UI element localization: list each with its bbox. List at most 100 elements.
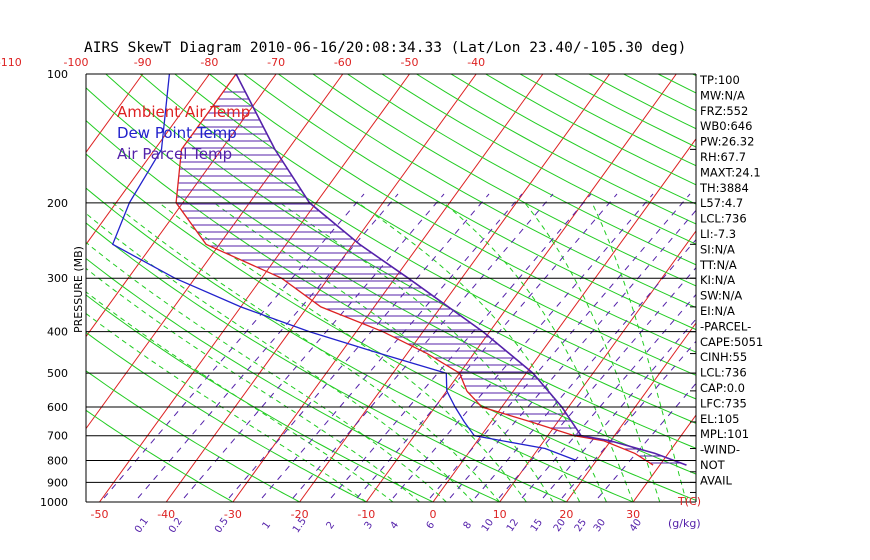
pressure-tick-label: 1000 bbox=[40, 496, 68, 509]
index-entry: CAPE:5051 bbox=[700, 335, 763, 349]
bottom-temp-tick-label: -20 bbox=[291, 508, 309, 521]
mixing-ratio-line bbox=[449, 209, 696, 499]
isotherm-line bbox=[565, 322, 696, 502]
index-entry: KI:N/A bbox=[700, 273, 735, 287]
mixing-ratio-tick-label: 3 bbox=[363, 520, 376, 532]
mixing-ratio-tick-label: 25 bbox=[573, 517, 589, 534]
mixing-ratio-line bbox=[561, 340, 696, 499]
isotherm-line bbox=[86, 74, 277, 338]
legend-entry: Dew Point Temp bbox=[117, 124, 237, 142]
pressure-tick-label: 900 bbox=[47, 476, 68, 489]
bottom-temp-tick-label: -30 bbox=[224, 508, 242, 521]
y-axis-label: PRESSURE (MB) bbox=[72, 246, 85, 333]
dry-adiabat bbox=[657, 74, 696, 94]
mixing-ratio-tick-label: 1 bbox=[261, 520, 274, 532]
index-entry: MPL:101 bbox=[700, 427, 749, 441]
dry-adiabat bbox=[86, 370, 300, 502]
pressure-tick-label: 800 bbox=[47, 455, 68, 468]
top-temp-tick-label: -110 bbox=[0, 56, 22, 69]
dry-adiabat bbox=[865, 74, 870, 502]
top-temp-tick-label: -100 bbox=[64, 56, 89, 69]
moist-adiabat bbox=[357, 202, 607, 502]
dry-adiabat bbox=[312, 74, 696, 287]
dry-adiabat bbox=[105, 74, 696, 424]
profile-series bbox=[111, 74, 687, 466]
index-entry: TT:N/A bbox=[699, 258, 737, 272]
legend-entry: Air Parcel Temp bbox=[117, 145, 232, 163]
series-line-dew-point-temp bbox=[111, 74, 577, 462]
index-entry: LFC:735 bbox=[700, 396, 747, 410]
mixing-ratio-tick-label: 4 bbox=[389, 520, 402, 532]
isotherm-line bbox=[86, 74, 210, 246]
index-entry: WB0:646 bbox=[700, 119, 752, 133]
index-entry: NOT bbox=[700, 458, 726, 472]
bottom-temp-tick-label: -10 bbox=[357, 508, 375, 521]
dry-adiabat bbox=[796, 74, 870, 502]
dry-adiabat bbox=[450, 74, 696, 205]
legend-entry: Ambient Air Temp bbox=[117, 103, 250, 121]
dry-adiabat bbox=[831, 74, 870, 502]
top-temp-tick-label: -60 bbox=[334, 56, 352, 69]
mixing-ratio-tick-label: 2 bbox=[325, 520, 338, 532]
pressure-tick-label: 400 bbox=[47, 326, 68, 339]
axes: 1002003004005006007008009001000-120-110-… bbox=[0, 56, 701, 535]
bottom-temp-tick-label: 10 bbox=[493, 508, 507, 521]
bottom-temp-tick-label: 20 bbox=[559, 508, 573, 521]
mixing-ratio-line bbox=[261, 193, 523, 499]
mixing-ratio-line bbox=[542, 318, 696, 499]
dry-adiabat bbox=[86, 257, 500, 502]
index-entry: SW:N/A bbox=[700, 289, 742, 303]
moist-adiabat bbox=[112, 202, 501, 502]
index-entry: MW:N/A bbox=[700, 88, 745, 102]
isotherm-line bbox=[99, 74, 410, 502]
dry-adiabat bbox=[278, 74, 696, 309]
bottom-temp-tick-label: -50 bbox=[91, 508, 109, 521]
mixing-ratio-line bbox=[392, 193, 654, 499]
index-entry: LCL:736 bbox=[700, 212, 747, 226]
mixing-unit-label: (g/kg) bbox=[668, 517, 701, 530]
index-entry: FRZ:552 bbox=[700, 104, 748, 118]
index-entry: TH:3884 bbox=[699, 181, 749, 195]
index-entry: L57:4.7 bbox=[700, 196, 743, 210]
dry-adiabat bbox=[86, 153, 696, 501]
index-entry: CINH:55 bbox=[700, 350, 747, 364]
temp-unit-label: T(C) bbox=[677, 495, 701, 508]
index-entry: -PARCEL- bbox=[700, 319, 751, 333]
dry-adiabat bbox=[243, 74, 696, 331]
diagram-grid bbox=[0, 74, 870, 502]
mixing-ratio-tick-label: 12 bbox=[505, 517, 521, 534]
pressure-tick-label: 200 bbox=[47, 197, 68, 210]
isotherm-line bbox=[86, 74, 144, 154]
chart-title: AIRS SkewT Diagram 2010-06-16/20:08:34.3… bbox=[84, 40, 686, 56]
index-entry: SI:N/A bbox=[700, 242, 735, 256]
isotherm-line bbox=[0, 74, 9, 502]
mixing-ratio-line bbox=[103, 193, 365, 499]
dry-adiabat bbox=[86, 331, 367, 502]
index-entry: AVAIL bbox=[700, 473, 733, 487]
index-entry: RH:67.7 bbox=[700, 150, 746, 164]
index-entry: CAP:0.0 bbox=[700, 381, 745, 395]
isotherm-line bbox=[833, 74, 870, 502]
index-entry: EL:105 bbox=[700, 412, 740, 426]
top-temp-tick-label: -80 bbox=[200, 56, 218, 69]
index-entry: -WIND- bbox=[700, 443, 740, 457]
dry-adiabat bbox=[174, 74, 696, 376]
dry-adiabat bbox=[86, 87, 696, 449]
top-temp-tick-label: -70 bbox=[267, 56, 285, 69]
pressure-tick-label: 100 bbox=[47, 68, 68, 81]
mixing-ratio-tick-label: 30 bbox=[592, 517, 608, 534]
isotherm-line bbox=[767, 74, 870, 502]
series-line-ambient-air-temp bbox=[175, 74, 654, 466]
mixing-ratio-tick-label: 0.1 bbox=[133, 516, 151, 535]
pressure-tick-label: 300 bbox=[47, 272, 68, 285]
dry-adiabat bbox=[347, 74, 696, 266]
dry-adiabat bbox=[209, 74, 696, 353]
bottom-temp-tick-label: -40 bbox=[157, 508, 175, 521]
series-line-air-parcel-temp bbox=[235, 74, 687, 466]
moist-adiabat bbox=[86, 241, 447, 502]
isotherm-line bbox=[632, 414, 696, 502]
mixing-ratio-tick-label: 6 bbox=[425, 520, 438, 532]
isotherm-line bbox=[299, 74, 611, 502]
isotherm-line bbox=[432, 138, 696, 502]
